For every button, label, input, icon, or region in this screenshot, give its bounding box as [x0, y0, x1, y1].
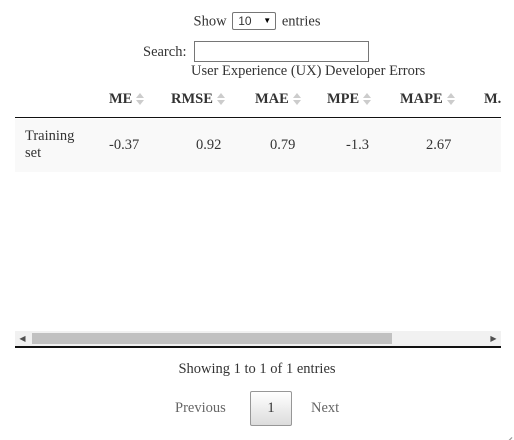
- search-label: Search:: [143, 44, 187, 60]
- table-bottom-border: [15, 346, 501, 348]
- scrollbar-thumb[interactable]: [32, 333, 392, 344]
- length-prefix: Show: [193, 13, 227, 30]
- cell-me: -0.37: [109, 137, 140, 153]
- horizontal-scrollbar[interactable]: ◀ ▶: [15, 331, 501, 346]
- table-caption: User Experience (UX) Developer Errors: [191, 63, 426, 79]
- column-header-me[interactable]: ME: [109, 91, 145, 108]
- length-control: Show 10 ▼ entries: [0, 12, 514, 31]
- entries-per-page-select[interactable]: 10 ▼: [232, 12, 277, 30]
- entries-per-page-value: 10: [238, 14, 252, 28]
- table-scroll-body: ME RMSE MAE MPE MAPE M... Training set -…: [15, 84, 501, 172]
- cell-mae: 0.79: [270, 137, 296, 153]
- table-row: Training set -0.37 0.92 0.79 -1.3 2.67: [15, 119, 501, 172]
- column-header-mae[interactable]: MAE: [255, 91, 301, 108]
- sort-both-icon: [136, 92, 145, 106]
- column-header-truncated[interactable]: M...: [484, 91, 501, 107]
- triangle-right-icon[interactable]: ▶: [490, 334, 497, 343]
- column-header-mpe[interactable]: MPE: [327, 91, 372, 108]
- sort-both-icon: [446, 92, 455, 106]
- cell-mape: 2.67: [426, 137, 452, 153]
- column-header-rmse[interactable]: RMSE: [171, 91, 225, 108]
- sort-both-icon: [216, 92, 225, 106]
- search-input[interactable]: [194, 41, 370, 62]
- length-suffix: entries: [281, 13, 321, 30]
- sort-both-icon: [292, 92, 301, 106]
- cell-mpe: -1.3: [346, 137, 369, 153]
- next-button[interactable]: Next: [311, 400, 340, 416]
- column-header-mape[interactable]: MAPE: [400, 91, 455, 108]
- cell-rmse: 0.92: [196, 137, 222, 153]
- sort-both-icon: [363, 92, 372, 106]
- previous-button[interactable]: Previous: [175, 400, 226, 416]
- chevron-down-icon: ▼: [263, 16, 272, 25]
- row-name: Training set: [25, 128, 75, 161]
- triangle-left-icon[interactable]: ◀: [19, 334, 26, 343]
- pagination: Previous 1 Next: [0, 391, 514, 427]
- search-control: Search:: [143, 41, 370, 63]
- table-info: Showing 1 to 1 of 1 entries: [178, 361, 336, 377]
- resize-grip-icon[interactable]: [502, 428, 513, 440]
- table-header: ME RMSE MAE MPE MAPE M...: [15, 84, 501, 118]
- page-button-1[interactable]: 1: [250, 391, 292, 426]
